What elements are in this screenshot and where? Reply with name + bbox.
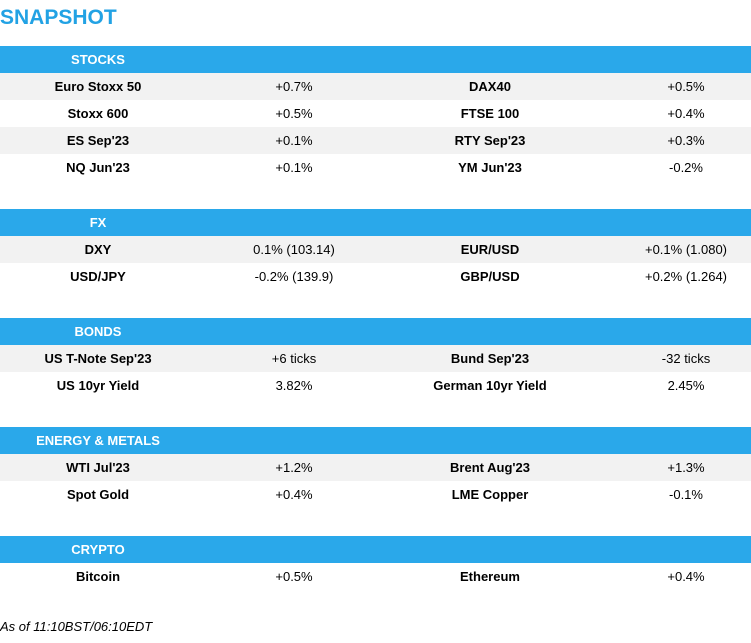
- instrument-value: +0.4%: [667, 569, 705, 584]
- table-row: Spot Gold +0.4% LME Copper -0.1%: [0, 481, 751, 508]
- section-header: STOCKS: [0, 46, 751, 73]
- instrument-name: RTY Sep'23: [454, 133, 526, 148]
- instrument-value: +0.1%: [275, 160, 313, 175]
- section-bonds: BONDS US T-Note Sep'23 +6 ticks Bund Sep…: [0, 318, 751, 399]
- section-header: FX: [0, 209, 751, 236]
- instrument-value: -0.2%: [669, 160, 703, 175]
- timestamp-note: As of 11:10BST/06:10EDT: [0, 619, 153, 634]
- section-header: CRYPTO: [0, 536, 751, 563]
- instrument-name: EUR/USD: [460, 242, 520, 257]
- instrument-name: US T-Note Sep'23: [44, 351, 152, 366]
- table-row: DXY 0.1% (103.14) EUR/USD +0.1% (1.080): [0, 236, 751, 263]
- table-row: WTI Jul'23 +1.2% Brent Aug'23 +1.3%: [0, 454, 751, 481]
- page-title: SNAPSHOT: [0, 6, 117, 29]
- table-row: NQ Jun'23 +0.1% YM Jun'23 -0.2%: [0, 154, 751, 181]
- instrument-name: LME Copper: [451, 487, 529, 502]
- instrument-name: DXY: [84, 242, 112, 257]
- instrument-name: USD/JPY: [70, 269, 126, 284]
- table-row: USD/JPY -0.2% (139.9) GBP/USD +0.2% (1.2…: [0, 263, 751, 290]
- section-title: ENERGY & METALS: [36, 433, 160, 448]
- instrument-name: Euro Stoxx 50: [54, 79, 142, 94]
- table-row: US T-Note Sep'23 +6 ticks Bund Sep'23 -3…: [0, 345, 751, 372]
- instrument-value: +6 ticks: [271, 351, 317, 366]
- instrument-name: Spot Gold: [66, 487, 130, 502]
- section-title: FX: [89, 215, 107, 230]
- section-header: BONDS: [0, 318, 751, 345]
- section-header: ENERGY & METALS: [0, 427, 751, 454]
- table-row: US 10yr Yield 3.82% German 10yr Yield 2.…: [0, 372, 751, 399]
- instrument-value: -0.2% (139.9): [254, 269, 334, 284]
- instrument-name: FTSE 100: [460, 106, 520, 121]
- instrument-value: 0.1% (103.14): [253, 242, 335, 257]
- table-row: Stoxx 600 +0.5% FTSE 100 +0.4%: [0, 100, 751, 127]
- instrument-value: +0.7%: [275, 79, 313, 94]
- section-title: CRYPTO: [71, 542, 125, 557]
- instrument-value: +0.1%: [275, 133, 313, 148]
- instrument-name: Ethereum: [460, 569, 520, 584]
- table-row: ES Sep'23 +0.1% RTY Sep'23 +0.3%: [0, 127, 751, 154]
- instrument-value: 2.45%: [667, 378, 705, 393]
- instrument-value: +0.1% (1.080): [644, 242, 728, 257]
- instrument-name: Bund Sep'23: [450, 351, 530, 366]
- instrument-value: -32 ticks: [661, 351, 711, 366]
- instrument-value: -0.1%: [669, 487, 703, 502]
- section-crypto: CRYPTO Bitcoin +0.5% Ethereum +0.4%: [0, 536, 751, 590]
- table-row: Euro Stoxx 50 +0.7% DAX40 +0.5%: [0, 73, 751, 100]
- section-title: BONDS: [74, 324, 122, 339]
- instrument-name: DAX40: [469, 79, 511, 94]
- instrument-value: +1.2%: [275, 460, 313, 475]
- section-energy-metals: ENERGY & METALS WTI Jul'23 +1.2% Brent A…: [0, 427, 751, 508]
- instrument-name: WTI Jul'23: [66, 460, 130, 475]
- section-fx: FX DXY 0.1% (103.14) EUR/USD +0.1% (1.08…: [0, 209, 751, 290]
- table-row: Bitcoin +0.5% Ethereum +0.4%: [0, 563, 751, 590]
- instrument-value: +0.4%: [667, 106, 705, 121]
- instrument-name: Stoxx 600: [67, 106, 129, 121]
- instrument-value: +0.5%: [667, 79, 705, 94]
- instrument-name: Bitcoin: [75, 569, 121, 584]
- instrument-name: US 10yr Yield: [56, 378, 140, 393]
- instrument-value: +0.2% (1.264): [644, 269, 728, 284]
- instrument-value: +0.5%: [275, 106, 313, 121]
- instrument-name: YM Jun'23: [458, 160, 522, 175]
- instrument-value: +0.3%: [667, 133, 705, 148]
- instrument-name: GBP/USD: [460, 269, 520, 284]
- instrument-value: +0.5%: [275, 569, 313, 584]
- instrument-name: German 10yr Yield: [433, 378, 547, 393]
- section-title: STOCKS: [71, 52, 125, 67]
- instrument-name: Brent Aug'23: [450, 460, 530, 475]
- instrument-name: NQ Jun'23: [66, 160, 130, 175]
- instrument-value: 3.82%: [275, 378, 313, 393]
- instrument-value: +1.3%: [667, 460, 705, 475]
- section-stocks: STOCKS Euro Stoxx 50 +0.7% DAX40 +0.5% S…: [0, 46, 751, 181]
- instrument-name: ES Sep'23: [66, 133, 130, 148]
- instrument-value: +0.4%: [275, 487, 313, 502]
